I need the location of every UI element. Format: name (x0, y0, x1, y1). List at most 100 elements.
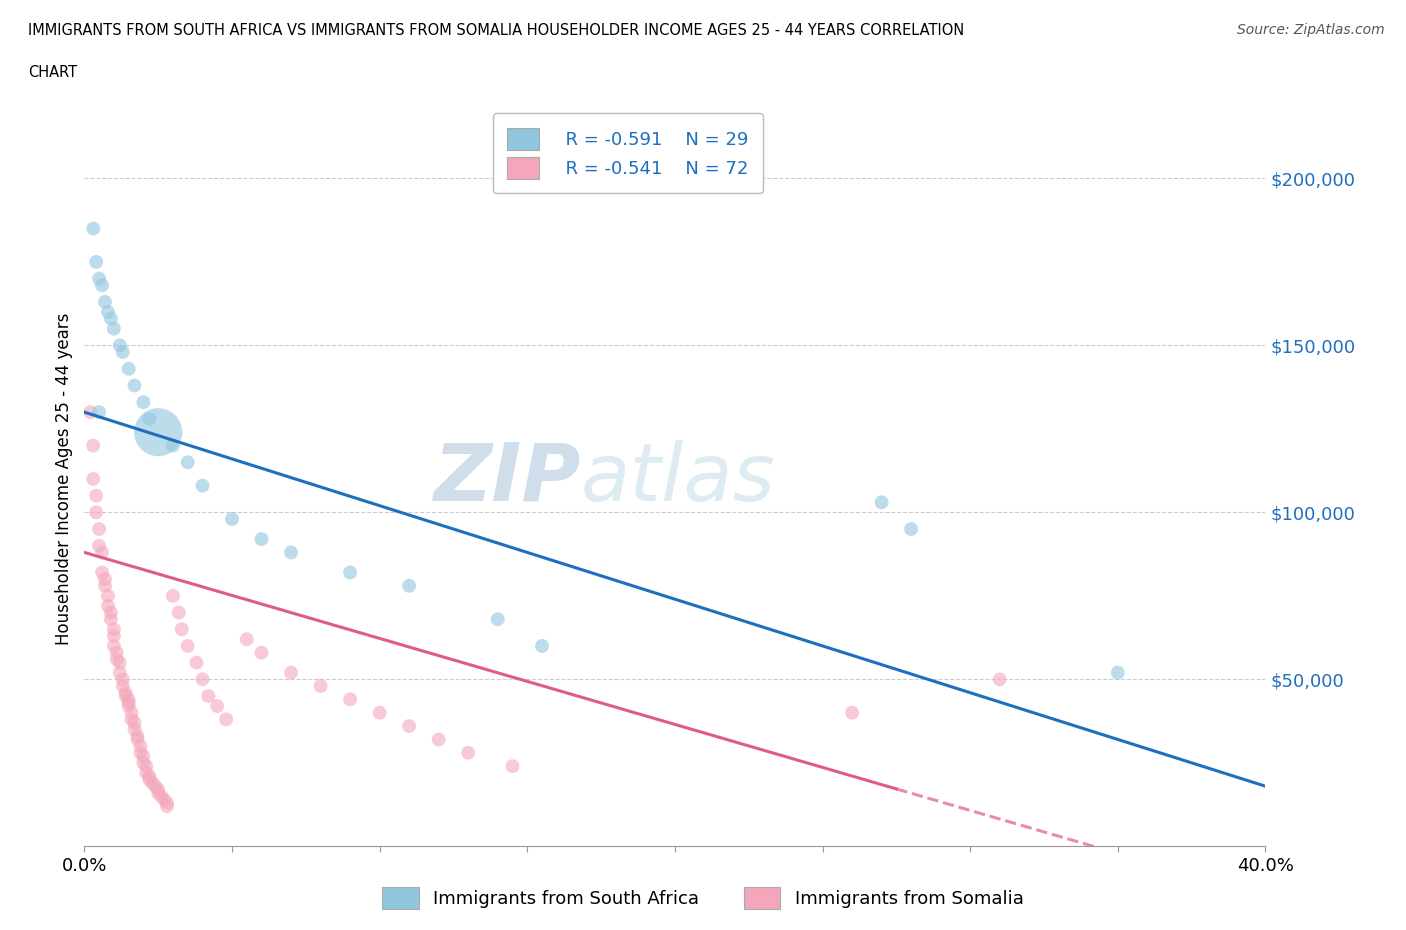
Point (132, 749, 155, 764)
Point (207, 698, 229, 713)
Point (103, 321, 125, 336)
Point (177, 639, 200, 654)
Point (111, 671, 134, 686)
Point (82, 221, 104, 236)
Point (486, 612, 509, 627)
Point (94, 295, 117, 310)
Point (162, 438, 184, 453)
Point (138, 411, 160, 426)
Point (129, 745, 152, 760)
Point (87, 405, 111, 419)
Point (79, 405, 101, 419)
Point (148, 425, 170, 440)
Point (339, 565, 361, 580)
Point (900, 522, 922, 537)
Text: ZIP: ZIP (433, 440, 581, 518)
Point (1107, 665, 1129, 680)
Point (94, 578, 117, 593)
Point (309, 679, 332, 694)
Point (91, 565, 114, 580)
Point (148, 786, 170, 801)
Point (138, 772, 160, 787)
Point (118, 361, 141, 376)
Text: atlas: atlas (581, 440, 775, 518)
Point (457, 745, 479, 760)
Point (143, 778, 166, 793)
Point (427, 732, 450, 747)
Point (127, 732, 149, 747)
Point (501, 759, 523, 774)
Point (156, 799, 179, 814)
Legend: Immigrants from South Africa, Immigrants from Somalia: Immigrants from South Africa, Immigrants… (375, 880, 1031, 916)
Point (138, 769, 160, 784)
Point (250, 645, 273, 660)
Point (87, 538, 111, 553)
Point (124, 378, 146, 392)
Point (167, 605, 190, 620)
Point (105, 645, 128, 660)
Point (153, 792, 176, 807)
Point (91, 278, 114, 293)
Point (132, 755, 155, 770)
Point (100, 612, 122, 627)
Point (170, 622, 193, 637)
Point (870, 495, 893, 510)
Point (105, 652, 128, 667)
Point (197, 688, 219, 703)
Text: Source: ZipAtlas.com: Source: ZipAtlas.com (1237, 23, 1385, 37)
Point (339, 692, 361, 707)
Point (103, 629, 125, 644)
Point (186, 656, 208, 671)
Y-axis label: Householder Income Ages 25 - 44 years: Householder Income Ages 25 - 44 years (55, 312, 73, 645)
Point (398, 719, 420, 734)
Point (114, 685, 136, 700)
Point (841, 705, 863, 720)
Point (97, 304, 120, 319)
Point (84, 505, 107, 520)
Text: IMMIGRANTS FROM SOUTH AFRICA VS IMMIGRANTS FROM SOMALIA HOUSEHOLDER INCOME AGES : IMMIGRANTS FROM SOUTH AFRICA VS IMMIGRAN… (28, 23, 965, 38)
Point (129, 738, 152, 753)
Point (280, 545, 302, 560)
Point (177, 455, 200, 470)
Legend:   R = -0.591    N = 29,   R = -0.541    N = 72: R = -0.591 N = 29, R = -0.541 N = 72 (492, 113, 762, 193)
Point (87, 272, 111, 286)
Point (111, 345, 134, 360)
Point (84, 255, 107, 270)
Point (103, 639, 125, 654)
Point (127, 729, 149, 744)
Point (111, 679, 134, 694)
Point (118, 692, 141, 707)
Point (103, 622, 125, 637)
Point (100, 605, 122, 620)
Point (100, 312, 122, 326)
Point (148, 782, 170, 797)
Point (368, 705, 391, 720)
Point (124, 715, 146, 730)
Point (988, 671, 1011, 686)
Point (132, 394, 155, 409)
Point (124, 722, 146, 737)
Point (118, 698, 141, 713)
Point (108, 338, 131, 352)
Point (141, 776, 163, 790)
Point (191, 478, 214, 493)
Point (94, 572, 117, 587)
Point (162, 589, 184, 604)
Point (215, 712, 238, 727)
Point (250, 532, 273, 547)
Point (191, 671, 214, 686)
Point (91, 545, 114, 560)
Point (135, 759, 157, 774)
Point (121, 705, 143, 720)
Point (398, 578, 420, 593)
Point (118, 696, 141, 711)
Point (121, 712, 143, 727)
Point (84, 488, 107, 503)
Point (280, 665, 302, 680)
Point (150, 789, 173, 804)
Text: CHART: CHART (28, 65, 77, 80)
Point (108, 656, 131, 671)
Point (114, 688, 136, 703)
Point (82, 438, 104, 453)
Point (236, 631, 259, 646)
